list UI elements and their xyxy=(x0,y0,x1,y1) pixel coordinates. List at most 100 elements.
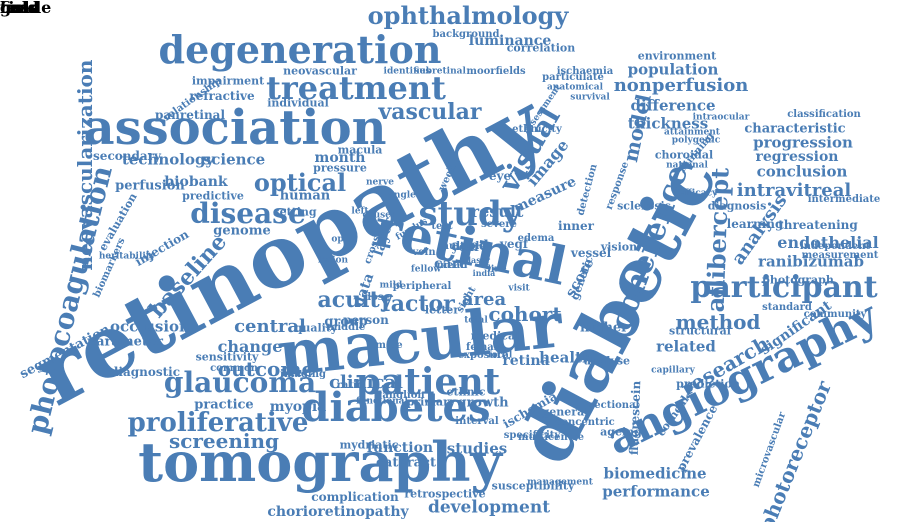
word-subretinal: subretinal xyxy=(414,66,466,77)
word-measurement: measurement xyxy=(801,250,879,261)
word-neovascular: neovascular xyxy=(283,64,357,78)
word-diagnosis: diagnosis xyxy=(707,199,767,213)
word-human: human xyxy=(279,188,331,204)
word-eye: eye xyxy=(488,169,512,183)
word-threatening: threatening xyxy=(778,218,858,232)
word-studies: studies xyxy=(446,439,508,458)
word-model: model xyxy=(618,91,656,165)
word-group: group xyxy=(324,314,368,330)
word-background: background xyxy=(432,29,500,40)
word-lens: lens xyxy=(0,0,37,17)
word-laser: laser xyxy=(467,255,491,265)
word-line: line xyxy=(487,264,507,275)
word-cataract: cataract xyxy=(376,455,436,471)
word-practice: practice xyxy=(194,397,254,413)
word-male: male xyxy=(375,340,403,351)
word-visit: visit xyxy=(508,283,530,294)
word-disease: disease xyxy=(190,197,306,230)
word-biobank: biobank xyxy=(164,174,228,190)
word-standard: standard xyxy=(762,302,812,313)
word-middle: middle xyxy=(326,322,366,333)
word-inner: inner xyxy=(558,219,594,233)
word-setting: setting xyxy=(273,205,317,219)
word-person: person xyxy=(343,313,389,327)
word-focal: focal xyxy=(487,350,513,361)
word-sclerosis: sclerosis xyxy=(617,199,671,213)
word-interval: interval xyxy=(455,416,499,427)
word-vein: vein xyxy=(412,247,436,258)
word-specificity: specificity xyxy=(503,430,561,441)
word-angle: angle xyxy=(388,190,416,201)
word-identifies: identifies xyxy=(383,66,431,77)
word-imaging: imaging xyxy=(280,369,326,380)
word-secondary: secondary xyxy=(93,149,161,163)
word-mean: mean xyxy=(436,260,468,271)
word-drusen: drusen xyxy=(362,210,398,221)
word-heritability: heritability xyxy=(98,251,156,262)
word-test: test xyxy=(431,221,453,232)
word-classification: classification xyxy=(787,109,861,120)
word-ranibizumab: ranibizumab xyxy=(758,252,864,271)
word-macula: macula xyxy=(337,143,383,157)
word-moorfields: moorfields xyxy=(466,66,526,77)
word-total: total xyxy=(464,315,488,326)
word-attainment: attainment xyxy=(664,127,720,138)
word-left: left xyxy=(351,206,369,217)
word-structural: structural xyxy=(669,324,731,338)
word-common: common xyxy=(210,363,258,374)
word-biomedicine: biomedicine xyxy=(603,464,707,483)
word-learning: learning xyxy=(726,217,784,231)
word-analyse: analyse xyxy=(583,354,631,368)
word-genome: genome xyxy=(213,223,271,239)
word-ageing: ageing xyxy=(600,425,642,439)
word-anatomical: anatomical xyxy=(546,82,604,93)
word-fellow: fellow xyxy=(410,264,442,275)
word-aged: aged xyxy=(451,238,489,254)
word-dose: dose xyxy=(364,292,390,303)
word-treatment: treatment xyxy=(266,69,446,107)
word-diabetes: diabetes xyxy=(301,384,491,431)
word-technology: technology xyxy=(121,150,215,169)
word-quality: quality xyxy=(294,321,338,335)
word-health: health xyxy=(539,348,593,367)
word-related: related xyxy=(656,337,716,356)
word-choroidal: choroidal xyxy=(654,148,714,162)
word-multicentre: multicentre xyxy=(517,432,585,443)
word-intravitreal: intravitreal xyxy=(736,180,852,201)
word-fluorescein: fluorescein xyxy=(626,380,644,456)
word-chorioretinopathy: chorioretinopathy xyxy=(267,504,409,520)
word-clinical: clinical xyxy=(328,372,404,393)
word-panretinal: panretinal xyxy=(154,108,226,122)
word-risk: risk xyxy=(0,0,35,17)
word-particulate: particulate xyxy=(542,72,604,83)
word-susceptibility: susceptibility xyxy=(491,479,575,493)
word-glaucoma: glaucoma xyxy=(163,366,317,399)
word-degeneration: degeneration xyxy=(158,27,442,72)
word-characteristic: characteristic xyxy=(744,121,846,137)
word-change: change xyxy=(217,337,283,356)
word-year: year xyxy=(451,240,481,254)
word-complication: complication xyxy=(311,490,399,504)
word-peripheral: peripheral xyxy=(392,281,452,292)
word-nonperfusion: nonperfusion xyxy=(613,75,749,96)
word-myopia: myopia xyxy=(269,399,327,415)
word-development: development xyxy=(427,497,551,518)
word-proliferative: proliferative xyxy=(127,408,309,438)
word-letter: letter xyxy=(424,303,460,317)
word-impairment: impairment xyxy=(191,74,265,88)
word-medical: medical xyxy=(470,329,520,343)
word-thickness: thickness xyxy=(627,114,709,133)
word-occlusion: occlusion xyxy=(110,317,190,336)
word-field: field xyxy=(0,0,40,17)
word-method: method xyxy=(675,310,761,334)
word-management: management xyxy=(527,477,593,488)
word-patient: patient xyxy=(355,361,501,403)
word-result: result xyxy=(470,202,524,221)
word-luminance: luminance xyxy=(468,33,552,49)
word-retrospective: retrospective xyxy=(404,487,486,501)
word-study: study xyxy=(418,194,522,234)
word-refractive: refractive xyxy=(189,89,255,103)
word-national: national xyxy=(666,160,708,171)
word-vessel: vessel xyxy=(570,246,612,260)
word-india: india xyxy=(472,268,496,278)
